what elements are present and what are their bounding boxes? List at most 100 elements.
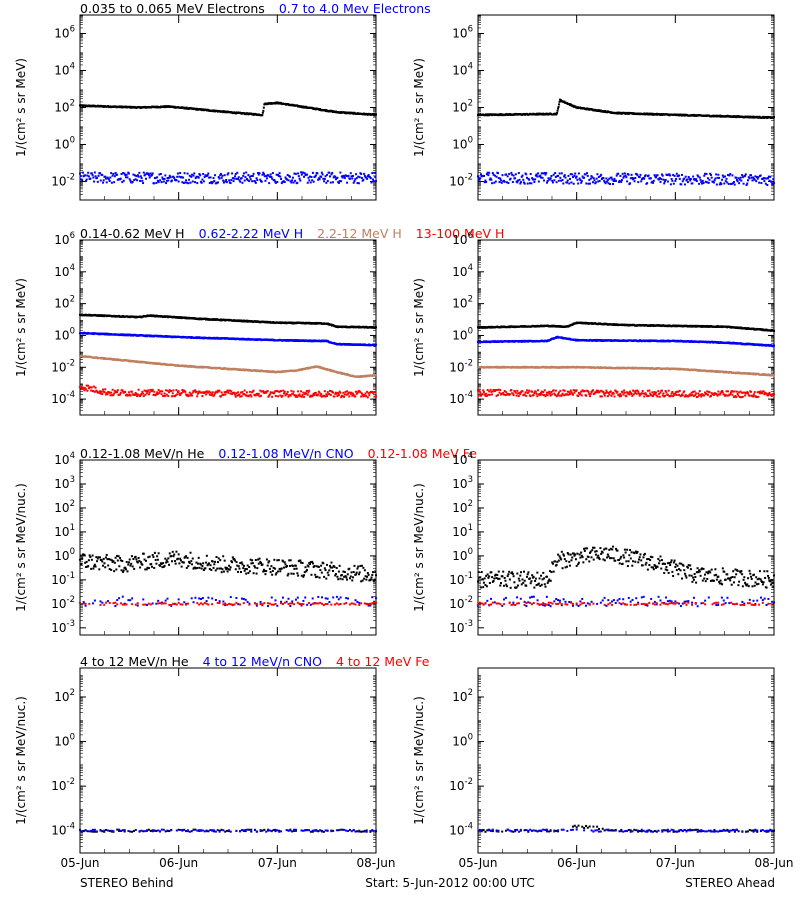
data-point — [555, 181, 558, 184]
data-point — [719, 181, 722, 184]
data-point — [136, 174, 139, 177]
data-point — [161, 176, 164, 179]
data-point — [110, 172, 113, 175]
data-point — [317, 393, 320, 396]
data-point — [647, 174, 650, 177]
data-point — [151, 388, 154, 391]
data-point — [112, 172, 115, 175]
data-point — [278, 390, 281, 393]
data-point — [685, 179, 688, 182]
data-point — [150, 173, 153, 176]
data-point — [214, 174, 217, 177]
data-point — [643, 177, 646, 180]
data-point — [121, 389, 124, 392]
data-point — [250, 395, 253, 398]
data-point — [108, 180, 111, 183]
data-point — [188, 391, 191, 394]
data-point — [288, 175, 291, 178]
data-point — [119, 393, 122, 396]
data-point — [636, 174, 639, 177]
data-point — [340, 396, 343, 399]
data-point — [323, 394, 326, 397]
series-4 — [79, 384, 377, 399]
data-point — [622, 176, 625, 179]
data-point — [211, 181, 214, 184]
data-point — [323, 390, 326, 393]
data-point — [308, 179, 311, 182]
data-point — [177, 180, 180, 183]
data-point — [509, 177, 512, 180]
data-point — [199, 174, 202, 177]
data-point — [340, 175, 343, 178]
data-point — [523, 182, 526, 185]
data-point — [258, 395, 261, 398]
data-point — [218, 177, 221, 180]
data-point — [185, 393, 188, 396]
data-point — [308, 389, 311, 392]
y-axis-label: 1/(cm² s sr MeV) — [412, 278, 426, 377]
data-point — [593, 179, 596, 182]
data-point — [317, 390, 320, 393]
data-point — [666, 180, 669, 183]
data-point — [651, 180, 654, 183]
data-point — [371, 172, 374, 175]
data-point — [358, 176, 361, 179]
data-point — [750, 174, 753, 177]
data-point — [230, 390, 233, 393]
data-point — [105, 181, 108, 184]
data-point — [718, 183, 721, 186]
data-point — [634, 177, 637, 180]
data-point — [99, 392, 102, 395]
data-point — [186, 393, 189, 396]
data-point — [237, 177, 240, 180]
data-point — [106, 393, 109, 396]
data-point — [703, 174, 706, 177]
data-point — [110, 391, 113, 394]
data-point — [346, 393, 349, 396]
data-point — [81, 171, 84, 174]
data-point — [540, 172, 543, 175]
data-point — [228, 389, 231, 392]
data-point — [177, 390, 180, 393]
data-point — [750, 176, 753, 179]
data-point — [773, 330, 775, 333]
data-point — [571, 173, 574, 176]
data-point — [181, 389, 184, 392]
data-point — [134, 178, 137, 181]
data-point — [337, 393, 340, 396]
data-point — [319, 394, 322, 397]
data-point — [85, 384, 88, 387]
y-tick-label: 100 — [54, 326, 75, 342]
data-point — [166, 389, 169, 392]
data-point — [240, 395, 243, 398]
data-point — [564, 176, 567, 179]
data-point — [482, 174, 485, 177]
data-point — [753, 178, 756, 181]
data-point — [355, 177, 358, 180]
data-point — [231, 172, 234, 175]
data-point — [187, 182, 190, 185]
data-point — [766, 184, 769, 187]
data-point — [157, 388, 160, 391]
data-point — [172, 389, 175, 392]
data-point — [234, 172, 237, 175]
y-tick-label: 106 — [452, 231, 473, 247]
data-point — [620, 180, 623, 183]
data-point — [124, 176, 127, 179]
data-point — [732, 181, 735, 184]
data-point — [525, 176, 528, 179]
data-point — [353, 180, 356, 183]
data-point — [152, 393, 155, 396]
y-tick-label: 104 — [54, 62, 75, 78]
data-point — [369, 177, 372, 180]
series-title: 0.7 to 4.0 Mev Electrons — [279, 1, 431, 16]
data-point — [196, 395, 199, 398]
data-point — [326, 391, 329, 394]
data-point — [345, 393, 348, 396]
data-point — [646, 182, 649, 185]
data-point — [633, 180, 636, 183]
data-point — [741, 174, 744, 177]
data-point — [293, 172, 296, 175]
data-point — [715, 173, 718, 176]
data-point — [479, 177, 482, 180]
